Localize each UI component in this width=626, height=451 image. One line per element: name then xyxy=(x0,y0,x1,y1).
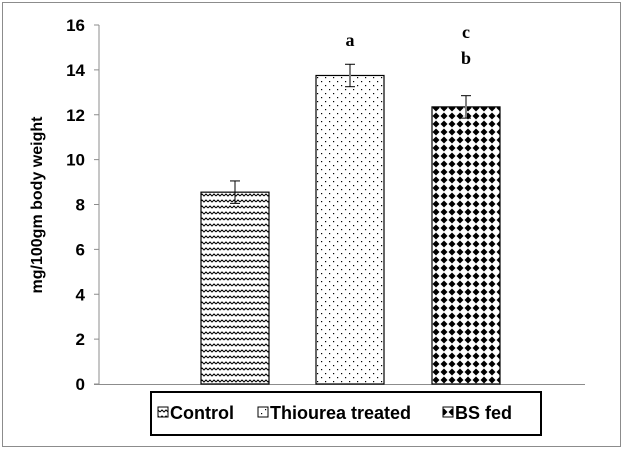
y-tick-label: 8 xyxy=(76,196,85,215)
significance-label: b xyxy=(461,48,471,68)
bar-thiourea-treated xyxy=(315,74,385,385)
significance-label: c xyxy=(462,22,470,42)
bar-bs-fed xyxy=(431,106,501,385)
legend: Control Thiourea treated BS fed xyxy=(150,391,542,436)
error-bar xyxy=(461,95,471,119)
y-tick-label: 12 xyxy=(66,106,85,125)
axes: 0 2 4 6 8 10 12 14 16 xyxy=(66,16,585,394)
legend-swatch xyxy=(157,406,169,418)
legend-label: BS fed xyxy=(455,403,512,423)
legend-label: Control xyxy=(170,403,234,423)
y-tick-label: 2 xyxy=(76,330,85,349)
y-tick-label: 4 xyxy=(76,285,86,304)
y-tick-label: 10 xyxy=(66,151,85,170)
legend-swatch xyxy=(257,406,269,418)
legend-item-control: Control xyxy=(157,403,234,423)
legend-swatch xyxy=(442,406,454,418)
bar-control xyxy=(200,191,270,385)
error-bar xyxy=(345,63,355,88)
y-axis-title: mg/100gm body weight xyxy=(29,116,46,294)
y-tick-label: 16 xyxy=(66,16,85,35)
y-tick-label: 14 xyxy=(66,61,85,80)
y-tick-label: 0 xyxy=(76,375,85,394)
legend-item-bs-fed: BS fed xyxy=(442,403,512,423)
legend-label: Thiourea treated xyxy=(270,403,411,423)
chart-frame xyxy=(2,2,621,447)
significance-label: a xyxy=(346,30,355,50)
error-bar xyxy=(230,180,240,204)
legend-item-thiourea-treated: Thiourea treated xyxy=(257,403,411,423)
legend-box xyxy=(150,391,542,436)
y-tick-label: 6 xyxy=(76,240,85,259)
